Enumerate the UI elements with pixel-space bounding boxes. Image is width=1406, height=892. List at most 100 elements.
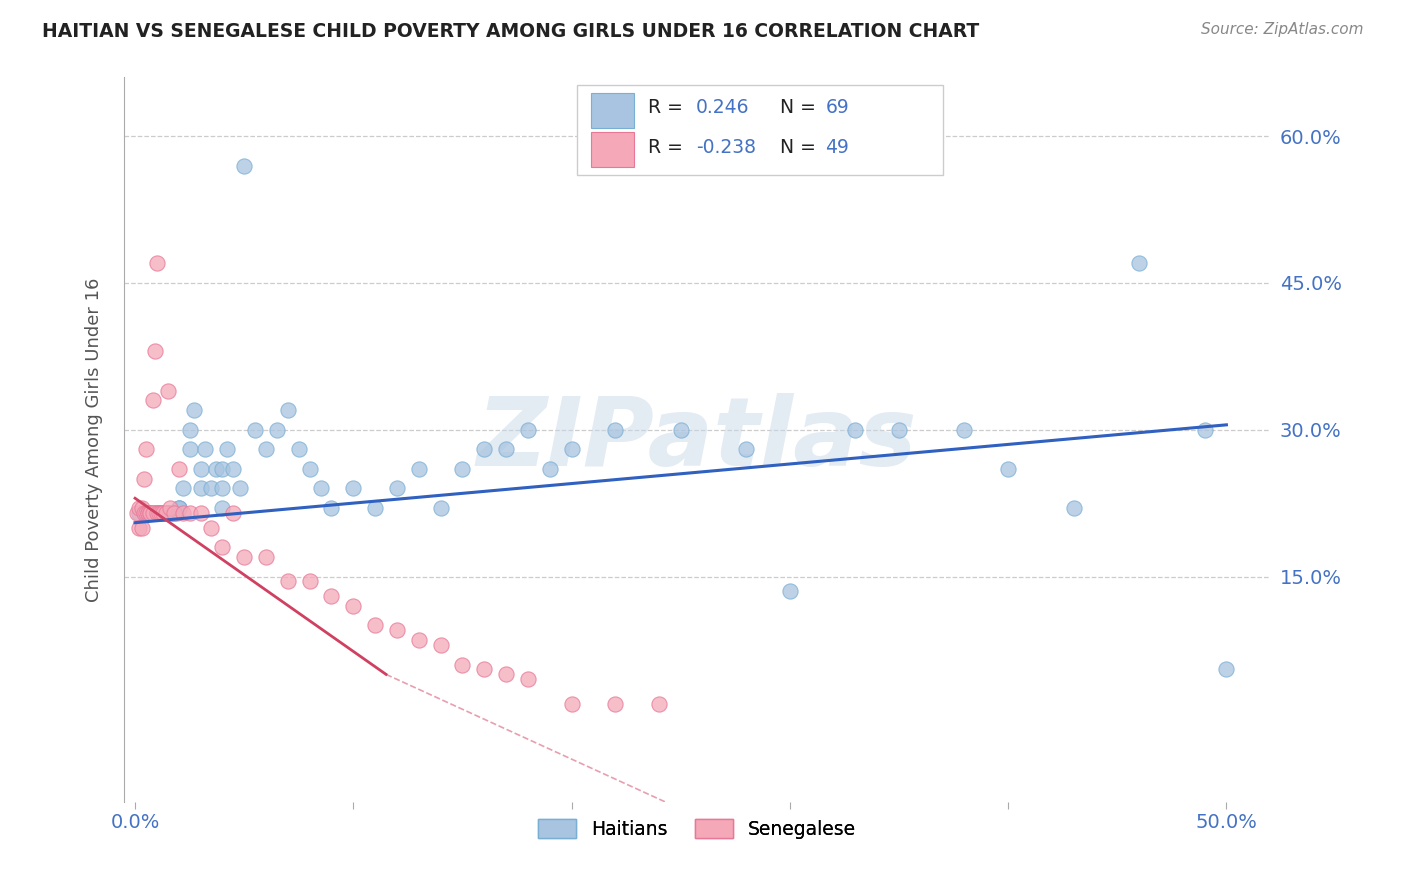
Point — [128, 520, 150, 534]
Point — [997, 462, 1019, 476]
Point — [408, 462, 430, 476]
Point — [211, 482, 233, 496]
Point — [429, 638, 451, 652]
Point — [167, 501, 190, 516]
Point — [495, 442, 517, 457]
Point — [155, 506, 177, 520]
Text: N =: N = — [779, 98, 821, 117]
Text: Source: ZipAtlas.com: Source: ZipAtlas.com — [1201, 22, 1364, 37]
Point — [385, 482, 408, 496]
Point — [309, 482, 332, 496]
Point — [287, 442, 309, 457]
Point — [408, 633, 430, 648]
Point — [143, 506, 166, 520]
Point — [135, 506, 157, 520]
Point — [211, 501, 233, 516]
Point — [266, 423, 288, 437]
Point — [183, 403, 205, 417]
Point — [648, 697, 671, 711]
Point — [150, 506, 173, 520]
Point — [669, 423, 692, 437]
Point — [605, 423, 627, 437]
Point — [148, 506, 170, 520]
Point — [146, 256, 169, 270]
Text: HAITIAN VS SENEGALESE CHILD POVERTY AMONG GIRLS UNDER 16 CORRELATION CHART: HAITIAN VS SENEGALESE CHILD POVERTY AMON… — [42, 22, 980, 41]
Point — [385, 624, 408, 638]
Y-axis label: Child Poverty Among Girls Under 16: Child Poverty Among Girls Under 16 — [86, 277, 103, 602]
Text: R =: R = — [648, 137, 689, 156]
Point — [516, 423, 538, 437]
Point — [364, 501, 387, 516]
Point — [342, 599, 364, 613]
Point — [429, 501, 451, 516]
Point — [298, 462, 321, 476]
Point — [150, 506, 173, 520]
Point — [451, 462, 474, 476]
Point — [156, 384, 179, 398]
Point — [1215, 663, 1237, 677]
Point — [190, 506, 212, 520]
Point — [135, 506, 157, 520]
Point — [132, 506, 155, 520]
Point — [172, 482, 194, 496]
Point — [139, 506, 162, 520]
Point — [146, 506, 169, 520]
Text: N =: N = — [779, 137, 821, 156]
Point — [243, 423, 266, 437]
Point — [132, 506, 155, 520]
Point — [561, 442, 583, 457]
Point — [167, 462, 190, 476]
Point — [143, 344, 166, 359]
Point — [139, 506, 162, 520]
Point — [222, 462, 245, 476]
Point — [167, 501, 190, 516]
Point — [200, 520, 222, 534]
Point — [538, 462, 561, 476]
Point — [472, 442, 495, 457]
Point — [233, 549, 256, 564]
Point — [277, 574, 299, 589]
Point — [190, 462, 212, 476]
Point — [364, 618, 387, 632]
Point — [179, 442, 201, 457]
Point — [211, 462, 233, 476]
Point — [159, 506, 181, 520]
Point — [215, 442, 238, 457]
Point — [131, 501, 153, 516]
Point — [953, 423, 976, 437]
Text: ZIPatlas: ZIPatlas — [477, 393, 917, 486]
Legend: Haitians, Senegalese: Haitians, Senegalese — [530, 812, 863, 847]
Point — [139, 506, 162, 520]
FancyBboxPatch shape — [576, 85, 943, 175]
Point — [152, 506, 174, 520]
Point — [163, 506, 186, 520]
Point — [605, 697, 627, 711]
Point — [844, 423, 866, 437]
Point — [233, 159, 256, 173]
Point — [779, 584, 801, 599]
Text: 0.246: 0.246 — [696, 98, 749, 117]
Text: R =: R = — [648, 98, 689, 117]
Point — [136, 506, 159, 520]
Point — [1063, 501, 1085, 516]
Point — [152, 506, 174, 520]
Point — [472, 663, 495, 677]
Point — [321, 589, 343, 603]
Point — [166, 506, 188, 520]
Point — [146, 506, 169, 520]
Point — [146, 506, 169, 520]
Point — [495, 667, 517, 681]
Point — [735, 442, 758, 457]
Point — [159, 501, 181, 516]
Point — [156, 506, 179, 520]
Point — [136, 506, 159, 520]
FancyBboxPatch shape — [591, 132, 634, 167]
Point — [222, 506, 245, 520]
Point — [321, 501, 343, 516]
Point — [211, 540, 233, 554]
Point — [141, 506, 163, 520]
Point — [132, 472, 155, 486]
Point — [127, 506, 149, 520]
Point — [172, 506, 194, 520]
Text: 49: 49 — [825, 137, 849, 156]
